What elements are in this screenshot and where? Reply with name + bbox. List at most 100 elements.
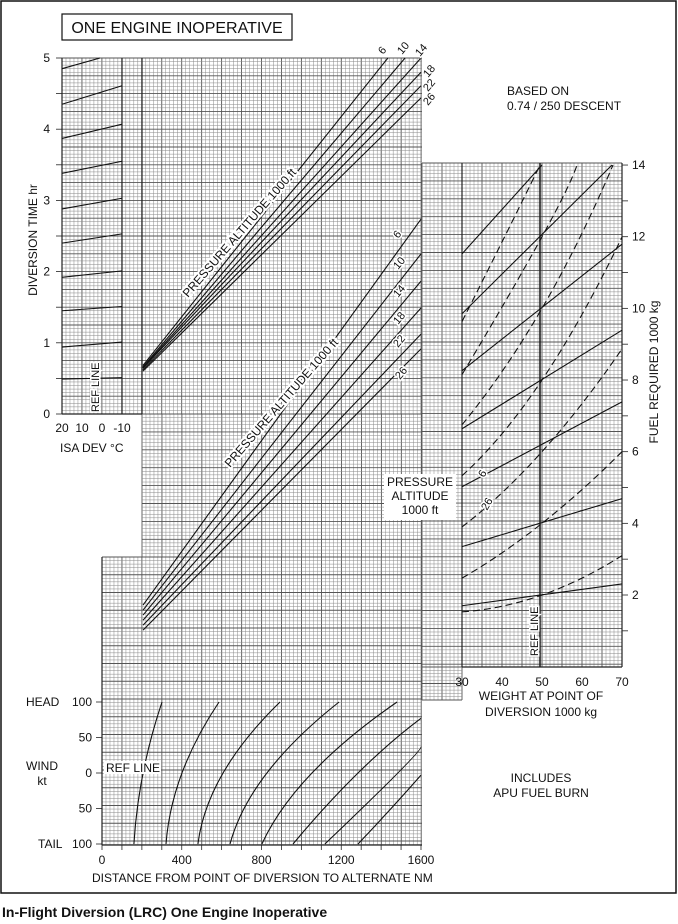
isa-correction-line [61, 233, 123, 244]
fuel-weight-line-solid [461, 164, 613, 315]
fuel-weight-line-dashed [461, 348, 623, 528]
isa-correction-line [61, 341, 123, 348]
wind-unit-label: kt [37, 774, 47, 788]
wind-tick-label: 50 [79, 731, 93, 745]
isa-ref-line-label: REF LINE [90, 362, 102, 412]
isa-correction-line [61, 270, 123, 278]
x-axis-label-weight-1: WEIGHT AT POINT OF [479, 689, 603, 703]
fuel-weight-line-dashed [461, 451, 623, 579]
isa-tick-label: 10 [75, 421, 89, 435]
time-altitude-label-22: 22 [421, 77, 438, 94]
isa-correction-line [61, 197, 123, 210]
wind-correction-curve [197, 701, 281, 845]
time-altitude-label-6: 6 [376, 45, 389, 57]
wind-head-label: HEAD [26, 695, 60, 709]
time-altitude-line-22 [142, 85, 422, 371]
wind-label: WIND [26, 759, 58, 773]
fuel-altitude-line-18 [142, 307, 422, 621]
wind-tick-label: 50 [79, 802, 93, 816]
wind-correction-curve [357, 774, 422, 845]
fuel-weight-line-solid [461, 243, 623, 372]
wind-tick-label: 100 [72, 695, 92, 709]
wind-correction-curve [292, 717, 422, 845]
isa-tick-label: -10 [113, 421, 131, 435]
time-altitude-label-10: 10 [395, 40, 412, 57]
time-altitude-line-10 [142, 57, 406, 368]
fuel-tick-label: 2 [632, 588, 639, 602]
fuel-altitude-line-6 [142, 218, 422, 606]
grid [61, 57, 623, 845]
wind-ref-line-label: REF LINE [106, 761, 160, 775]
fuel-altitude-line-14 [142, 280, 422, 616]
time-altitude-line-14 [142, 57, 422, 369]
time-altitude-line-26 [142, 97, 422, 372]
fuel-altitude-line-10 [142, 253, 422, 611]
chart-title: ONE ENGINE INOPERATIVE [71, 20, 282, 37]
figure-caption: In-Flight Diversion (LRC) One Engine Ino… [2, 904, 327, 920]
altitude-box-line2: ALTITUDE [391, 489, 448, 503]
fuel-weight-line-solid [461, 401, 623, 488]
time-tick-label: 5 [43, 51, 50, 65]
fuel-weight-line-solid [461, 164, 543, 255]
note-apu: APU FUEL BURN [493, 786, 589, 800]
time-altitude-line-6 [142, 57, 389, 366]
isa-correction-line [61, 57, 101, 70]
distance-tick-label: 1200 [328, 853, 355, 867]
weight-tick-label: 30 [455, 675, 469, 689]
distance-tick-label: 0 [99, 853, 106, 867]
isa-correction-line [61, 305, 123, 312]
time-altitude-label-14: 14 [413, 42, 430, 59]
time-tick-label: 1 [43, 336, 50, 350]
distance-tick-label: 1600 [408, 853, 435, 867]
note-based-on: BASED ON [507, 84, 569, 98]
altitude-box-line1: PRESSURE [387, 475, 453, 489]
wind-correction-curve [261, 701, 398, 845]
wind-tick-label: 100 [72, 837, 92, 851]
fuel-weight-line-dashed [461, 555, 623, 613]
time-tick-label: 2 [43, 265, 50, 279]
distance-tick-label: 400 [172, 853, 192, 867]
isa-tick-label: 0 [99, 421, 106, 435]
wind-tail-label: TAIL [38, 837, 63, 851]
isa-correction-line [61, 160, 123, 174]
wind-tick-label: 0 [85, 766, 92, 780]
fuel-weight-line-dashed [461, 164, 578, 375]
fuel-tick-label: 4 [632, 516, 639, 530]
wind-correction-curve [165, 701, 220, 845]
fuel-tick-label: 14 [632, 158, 646, 172]
wind-ref-label-bg [104, 761, 161, 774]
time-altitude-line-18 [142, 71, 422, 369]
x-axis-label-distance: DISTANCE FROM POINT OF DIVERSION TO ALTE… [92, 871, 433, 885]
fuel-weight-line-dashed [461, 236, 623, 477]
fuel-altitude-label-26: 26 [393, 365, 410, 382]
altitude-box [384, 474, 456, 520]
fuel-altitude-label-22: 22 [391, 333, 408, 350]
fuel-ref-line-label: REF LINE [529, 606, 541, 656]
y-axis-label-fuel-required: FUEL REQUIRED 1000 kg [647, 301, 661, 444]
time-tick-label: 4 [43, 122, 50, 136]
isa-axis-label: ISA DEV °C [60, 441, 124, 455]
fuel-tick-label: 12 [632, 230, 646, 244]
fuel-altitude-label-14: 14 [391, 283, 408, 300]
fuel-tick-label: 8 [632, 373, 639, 387]
isa-correction-line [61, 123, 123, 139]
note-descent: 0.74 / 250 DESCENT [507, 99, 622, 113]
time-altitude-label-26: 26 [421, 91, 438, 108]
time-altitude-label-18: 18 [421, 63, 438, 80]
altitude-box-line3: 1000 ft [402, 503, 439, 517]
fuel-tick-label: 10 [632, 301, 646, 315]
weight-tick-label: 70 [615, 675, 629, 689]
fuel-altitude-line-22 [142, 333, 422, 626]
fuel-weight-line-dashed [461, 164, 541, 322]
chart-frame [0, 0, 677, 894]
weight-tick-label: 50 [535, 675, 549, 689]
weight-tick-label: 60 [575, 675, 589, 689]
isa-correction-line [61, 377, 123, 380]
fuel-altitude-label-18: 18 [391, 310, 408, 327]
wind-correction-curve [324, 746, 422, 845]
fuel-tick-label: 6 [632, 445, 639, 459]
isa-tick-label: 20 [55, 421, 69, 435]
title-box [61, 13, 293, 41]
